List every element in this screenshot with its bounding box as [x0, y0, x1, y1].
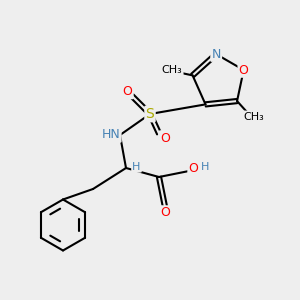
Text: O: O [189, 161, 198, 175]
Text: H: H [132, 161, 141, 172]
Text: HN: HN [102, 128, 120, 142]
Text: CH₃: CH₃ [244, 112, 265, 122]
Text: O: O [160, 206, 170, 220]
Text: O: O [160, 131, 170, 145]
Text: S: S [146, 107, 154, 121]
Text: O: O [123, 85, 132, 98]
Text: CH₃: CH₃ [162, 64, 182, 74]
Text: H: H [201, 161, 210, 172]
Text: N: N [212, 48, 221, 61]
Text: O: O [239, 64, 249, 76]
